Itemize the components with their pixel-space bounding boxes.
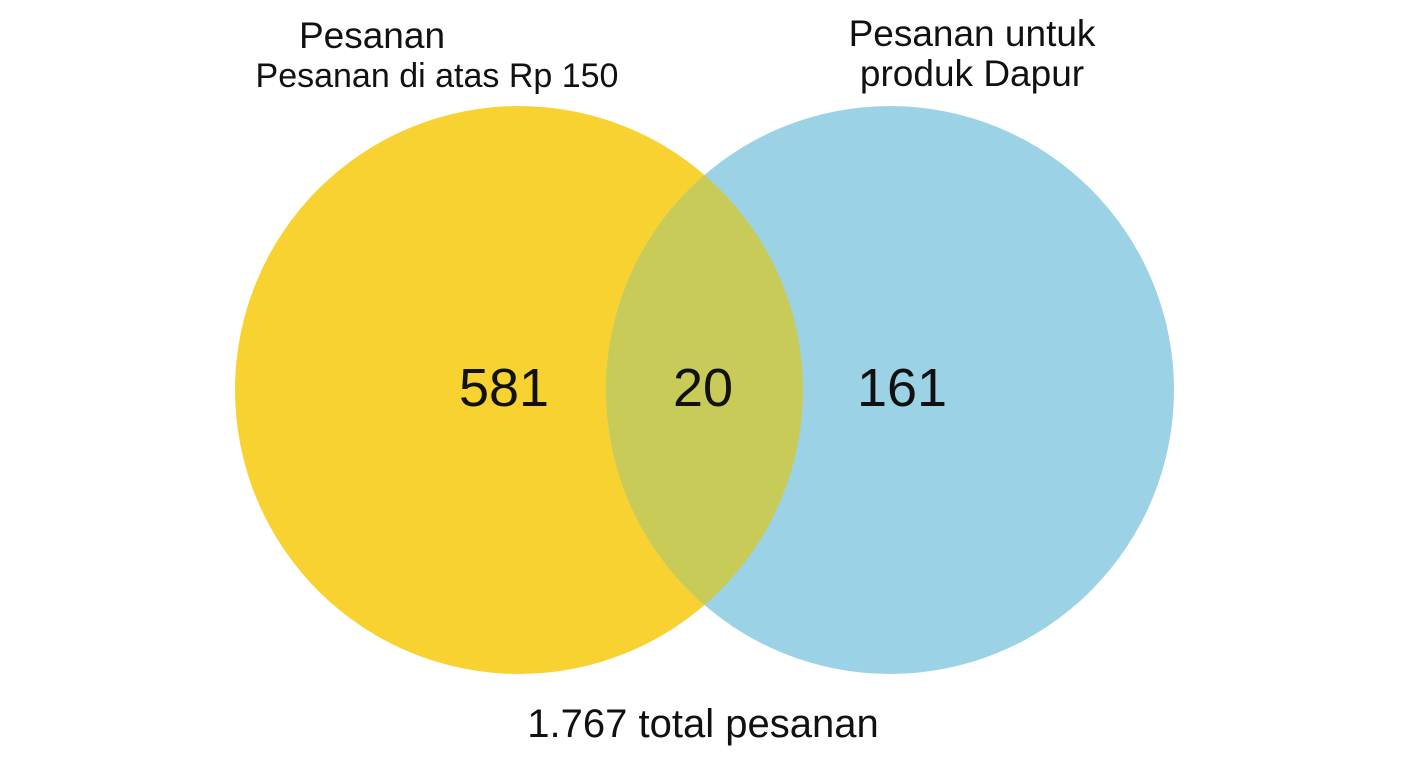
set-b-only-count: 161 xyxy=(856,358,948,418)
set-a-title: Pesanan xyxy=(298,15,446,56)
intersection-count: 20 xyxy=(672,358,734,418)
overlap-region xyxy=(606,106,803,674)
set-a-subtitle: Pesanan di atas Rp 150 xyxy=(255,57,619,95)
total-orders-label: 1.767 total pesanan xyxy=(527,702,879,746)
set-a-only-count: 581 xyxy=(458,358,550,418)
set-b-title: Pesanan untuk produk Dapur xyxy=(848,13,1096,94)
